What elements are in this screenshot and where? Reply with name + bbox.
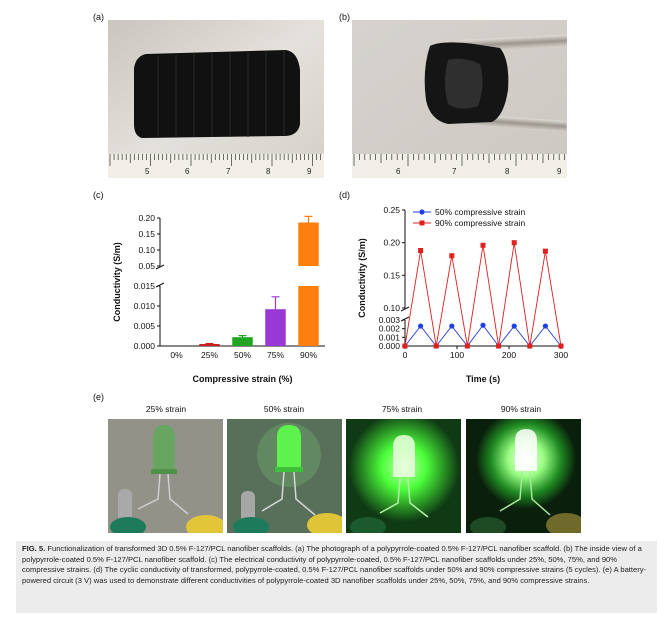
ruler-b: 6 7 8 9 — [352, 154, 567, 178]
y-tick-label: 0.15 — [138, 229, 155, 239]
led-photo-90 — [466, 419, 581, 533]
y-tick-label: 0.000 — [134, 341, 156, 351]
x-tick-label: 300 — [554, 350, 568, 360]
scaffold-photo-b: 6 7 8 9 — [352, 20, 567, 178]
bar — [298, 286, 319, 346]
legend-marker — [419, 209, 425, 215]
data-point — [464, 343, 470, 349]
data-point — [433, 343, 439, 349]
series-line — [404, 324, 562, 347]
x-tick-label: 0 — [403, 350, 408, 360]
ruler-num: 8 — [505, 167, 510, 176]
y-tick-label: 0.10 — [138, 245, 155, 255]
scaffold-block — [134, 50, 300, 138]
ruler-num: 6 — [396, 167, 401, 176]
ruler-a: 5 6 7 8 9 — [108, 154, 324, 178]
y-tick-label: 0.003 — [379, 315, 401, 325]
y-tick-label: 0.005 — [134, 321, 156, 331]
strain-label-90: 90% strain — [500, 404, 542, 414]
ruler-num: 7 — [226, 167, 231, 176]
ruler-num: 9 — [557, 167, 562, 176]
led-photo-75 — [346, 419, 461, 533]
panel-d-label: (d) — [339, 190, 350, 200]
y-tick-label: 0.15 — [383, 270, 400, 280]
data-point — [449, 323, 455, 329]
y-tick-label: 0.001 — [379, 332, 401, 342]
x-tick-label: 200 — [502, 350, 516, 360]
x-tick-label: 75% — [267, 350, 284, 360]
ruler-num: 7 — [452, 167, 457, 176]
axis-break-mark — [155, 264, 165, 288]
series-line — [404, 242, 562, 347]
legend-label: 50% compressive strain — [435, 207, 526, 217]
y-axis-label: Conductivity (S/m) — [357, 238, 367, 318]
axis-break-mark — [400, 306, 410, 322]
y-axis-label: Conductivity (S/m) — [112, 242, 122, 322]
data-point — [480, 322, 486, 328]
data-point — [558, 343, 564, 349]
y-tick-label: 0.25 — [383, 205, 400, 215]
data-point — [418, 248, 424, 254]
caption-figure-number: FIG. 5. — [22, 544, 46, 553]
y-tick-label: 0.20 — [138, 213, 155, 223]
y-tick-label: 0.010 — [134, 301, 156, 311]
x-tick-label: 0% — [170, 350, 183, 360]
led-photo-50 — [227, 419, 342, 533]
bar — [232, 337, 253, 346]
data-point — [480, 242, 486, 248]
legend-label: 90% compressive strain — [435, 218, 526, 228]
data-point — [542, 248, 548, 254]
y-tick-label: 0.20 — [383, 238, 400, 248]
strain-label-25: 25% strain — [145, 404, 187, 414]
strain-label-75: 75% strain — [381, 404, 423, 414]
x-tick-label: 25% — [201, 350, 218, 360]
bar — [199, 344, 220, 346]
caption-text: Functionalization of transformed 3D 0.5%… — [22, 544, 647, 585]
error-bar — [238, 335, 247, 338]
y-tick-label: 0.10 — [383, 303, 400, 313]
data-point — [511, 240, 517, 246]
ruler-num: 9 — [307, 167, 312, 176]
figure-caption: FIG. 5. Functionalization of transformed… — [16, 541, 657, 613]
bar — [298, 222, 319, 266]
error-bar — [304, 215, 313, 223]
strain-label-50: 50% strain — [263, 404, 305, 414]
x-tick-label: 90% — [300, 350, 317, 360]
led-photo-25 — [108, 419, 223, 533]
panel-a-label: (a) — [93, 12, 104, 22]
x-tick-label: 50% — [234, 350, 251, 360]
data-point — [402, 343, 408, 349]
ruler-num: 6 — [185, 167, 190, 176]
legend-marker — [419, 220, 425, 226]
scaffold-photo-a: 5 6 7 8 9 — [108, 20, 324, 178]
bar — [265, 309, 286, 346]
data-point — [449, 253, 455, 259]
data-point — [511, 323, 517, 329]
data-point — [527, 343, 533, 349]
data-point — [542, 323, 548, 329]
ruler-num: 5 — [145, 167, 150, 176]
y-tick-label: 0.015 — [134, 281, 156, 291]
x-tick-label: 100 — [450, 350, 464, 360]
panel-c-label: (c) — [93, 190, 104, 200]
bar-chart-conductivity: 0.05 0.10 0.15 0.20 0.000 0.005 0.010 0.015 0% 25… — [112, 213, 325, 384]
data-point — [496, 343, 502, 349]
x-axis-label: Time (s) — [466, 374, 500, 384]
ruler-num: 8 — [266, 167, 271, 176]
y-tick-label: 0.002 — [379, 324, 401, 334]
y-tick-label: 0.000 — [379, 341, 401, 351]
data-point — [418, 323, 424, 329]
error-bar — [271, 296, 280, 310]
y-tick-label: 0.05 — [138, 261, 155, 271]
x-axis-label: Compressive strain (%) — [192, 374, 292, 384]
panel-b-label: (b) — [339, 12, 350, 22]
panel-e-label: (e) — [93, 392, 104, 402]
